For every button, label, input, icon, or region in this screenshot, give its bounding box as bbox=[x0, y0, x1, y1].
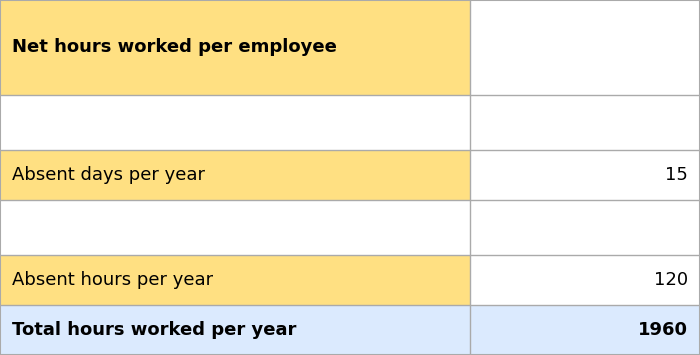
Bar bbox=[470, 95, 700, 150]
Bar bbox=[470, 255, 700, 305]
Bar bbox=[470, 150, 700, 200]
Text: Total hours worked per year: Total hours worked per year bbox=[12, 321, 296, 339]
Bar bbox=[0, 150, 470, 200]
Bar bbox=[470, 0, 700, 95]
Text: 120: 120 bbox=[654, 271, 688, 289]
Bar bbox=[0, 200, 470, 255]
Text: Net hours worked per employee: Net hours worked per employee bbox=[12, 38, 337, 56]
Bar bbox=[470, 200, 700, 255]
Text: 15: 15 bbox=[665, 166, 688, 184]
Bar bbox=[0, 95, 470, 150]
Text: 1960: 1960 bbox=[638, 321, 688, 339]
Bar bbox=[0, 255, 470, 305]
Bar bbox=[0, 305, 470, 355]
Text: Absent days per year: Absent days per year bbox=[12, 166, 205, 184]
Bar bbox=[0, 0, 470, 95]
Text: Absent hours per year: Absent hours per year bbox=[12, 271, 213, 289]
Bar bbox=[470, 305, 700, 355]
